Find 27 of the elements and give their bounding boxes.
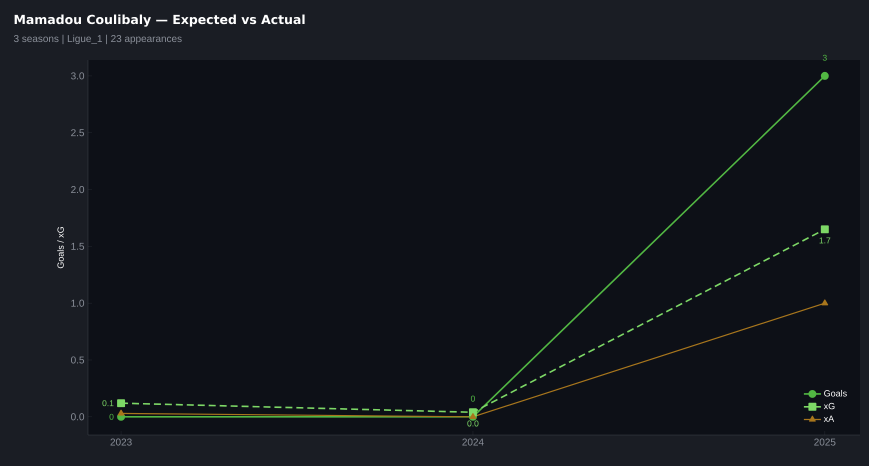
- y-axis-title: Goals / xG: [57, 226, 64, 268]
- point: [821, 299, 828, 306]
- y-tick-label: 0.0: [71, 413, 84, 420]
- data-label: 1.7: [820, 238, 830, 244]
- data-label: 0: [110, 414, 114, 420]
- data-label: 0.1: [102, 400, 114, 406]
- y-tick-label: 2.5: [71, 129, 84, 136]
- data-label: 0.0: [467, 420, 478, 426]
- y-tick-label: 3.0: [71, 72, 84, 80]
- x-tick-label: 2025: [814, 438, 836, 446]
- data-label: 3: [822, 54, 827, 61]
- legend-label: Goals: [824, 390, 847, 397]
- y-tick-label: 1.5: [71, 242, 84, 250]
- chart-subtitle: 3 seasons | Ligue_1 | 23 appearances: [14, 34, 182, 44]
- legend-label: xG: [824, 402, 834, 410]
- point: [820, 225, 829, 234]
- x-tick-label: 2023: [110, 438, 132, 446]
- point: [118, 410, 124, 416]
- data-label: 0: [470, 396, 475, 402]
- y-tick-label: 0.5: [71, 356, 84, 364]
- y-tick-label: 1.0: [71, 300, 84, 307]
- chart-title: Mamadou Coulibaly — Expected vs Actual: [14, 14, 305, 27]
- point: [117, 399, 126, 408]
- point: [820, 72, 829, 80]
- y-tick-label: 2.0: [71, 186, 84, 194]
- legend-label: xA: [824, 416, 834, 422]
- x-tick-label: 2024: [462, 438, 484, 446]
